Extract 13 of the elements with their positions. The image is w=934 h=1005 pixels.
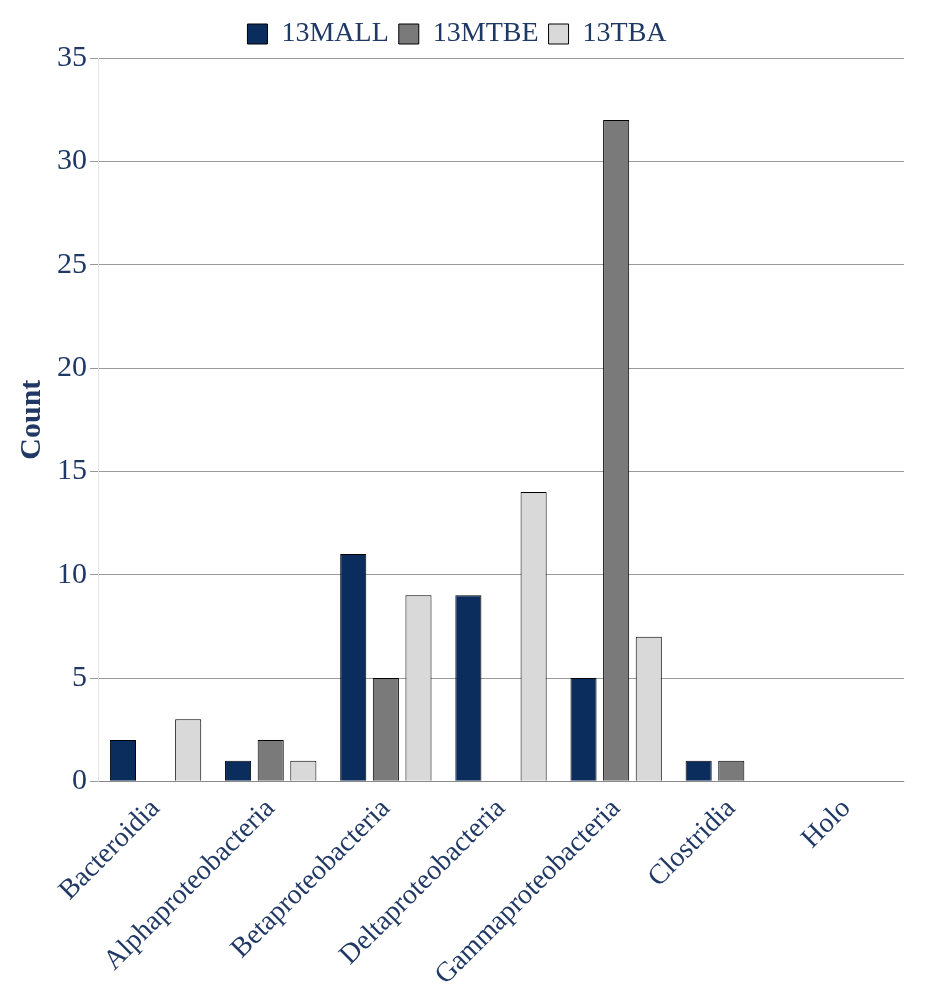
legend-label: 13MALL xyxy=(281,16,389,48)
y-tick-label: 15 xyxy=(57,452,87,486)
legend-label: 13TBA xyxy=(582,16,668,48)
y-tick-label: 0 xyxy=(72,762,87,796)
y-tick-label: 20 xyxy=(57,348,87,382)
y-tick-label: 25 xyxy=(57,245,87,279)
y-tick-label: 10 xyxy=(57,555,87,589)
legend-label: 13MTBE xyxy=(432,16,539,48)
y-tick-label: 5 xyxy=(72,658,87,692)
x-tick-label: Holo xyxy=(794,791,856,854)
y-tick-label: 35 xyxy=(57,38,87,72)
y-axis-title: Count xyxy=(12,379,46,460)
y-tick-label: 30 xyxy=(57,142,87,176)
